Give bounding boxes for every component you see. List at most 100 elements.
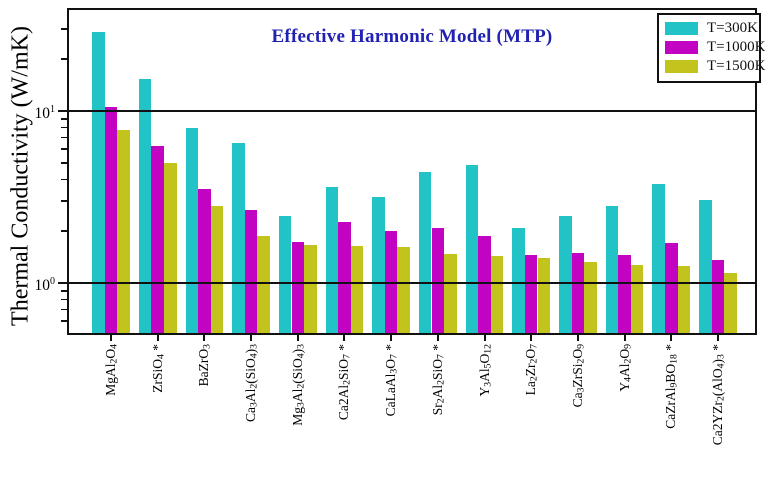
bar-t1000k [711, 260, 725, 333]
bar-t1000k [618, 254, 631, 333]
x-category-label-text: ZrSiO4 * [149, 344, 167, 393]
x-category-label-text: Sr2Al2SiO7 * [429, 344, 447, 416]
x-category-label: Ca3Al2(SiO4)3 [242, 344, 260, 476]
x-tick [623, 335, 626, 341]
bar-t1500k [630, 264, 644, 333]
bar-t300k [138, 79, 152, 333]
x-tick [156, 335, 159, 341]
y-minor-tick [61, 308, 67, 311]
bar-t300k [372, 197, 385, 333]
bar-t1500k [350, 245, 364, 333]
y-minor-tick [61, 290, 67, 292]
bar-t1500k [164, 162, 177, 333]
bar-t1500k [537, 258, 551, 333]
bar-t1000k [571, 253, 585, 333]
x-tick [343, 335, 346, 341]
legend-item-label: T=1000K [707, 39, 766, 55]
x-category-label-text: Ca3ZrSi2O9 [569, 344, 587, 408]
y-minor-tick [61, 126, 67, 129]
x-tick [483, 335, 486, 341]
y-minor-tick [61, 178, 67, 181]
x-tick [717, 335, 719, 341]
bar-t300k [418, 171, 432, 333]
bar-t300k [465, 165, 479, 333]
x-category-label: Y3Al5O12 [476, 344, 494, 476]
bar-t1000k [151, 145, 164, 333]
bar-t300k [652, 184, 665, 333]
y-minor-tick [61, 136, 67, 139]
x-category-label: Sr2Al2SiO7 * [429, 344, 447, 476]
bar-t300k [699, 199, 712, 333]
legend-swatch [665, 22, 698, 35]
bar-t1000k [524, 255, 538, 333]
legend-item: T=1000K [665, 38, 765, 57]
x-category-label-text: Mg3Al2(SiO4)3 [289, 344, 307, 426]
legend-item-label: T=300K [707, 20, 758, 36]
x-category-label-text: Ca2YZr2(AlO4)3 * [710, 344, 727, 446]
bar-t1500k [724, 273, 737, 333]
grid-layer [69, 10, 755, 333]
x-category-label-text: La2Zr2O7 [523, 344, 540, 396]
x-category-label: BaZrO3 [195, 344, 213, 476]
bar-t300k [278, 215, 292, 333]
x-tick [530, 335, 533, 341]
y-tick-label: 101 [34, 104, 56, 123]
y-minor-tick [61, 58, 67, 60]
y-minor-tick [61, 320, 67, 322]
x-category-label: La2Zr2O7 [522, 344, 540, 476]
bar-t1000k [104, 107, 118, 333]
x-category-label-text: Y3Al5O12 [476, 344, 494, 397]
chart-title: Effective Harmonic Model (MTP) [271, 26, 553, 47]
plot-area: Effective Harmonic Model (MTP) [67, 8, 757, 335]
x-category-label-text: Ca2Al2SiO7 * [336, 344, 354, 421]
x-category-label-text: CaZrAl9BO18 * [663, 344, 680, 429]
bar-t1500k [444, 254, 457, 333]
legend-swatch [665, 60, 698, 73]
x-tick [296, 335, 299, 341]
bar-t1000k [244, 210, 258, 333]
bar-t300k [559, 216, 572, 333]
x-category-label-text: Y4Al2O9 [616, 344, 634, 392]
bar-t1000k [431, 228, 445, 333]
y-minor-tick [61, 298, 67, 301]
x-category-label: Ca3ZrSi2O9 [569, 344, 587, 476]
y-major-tick [58, 110, 67, 112]
bar-t1000k [291, 241, 305, 333]
bars-layer [69, 10, 755, 333]
x-category-label-text: CaLaAl3O7 * [383, 344, 400, 417]
bar-t300k [605, 205, 619, 333]
bar-t300k [232, 143, 245, 333]
bar-t1000k [665, 243, 678, 333]
legend: T=300K T=1000K T=1500K [657, 13, 765, 83]
y-minor-tick [61, 148, 67, 150]
x-category-label: Y4Al2O9 [616, 344, 634, 476]
x-category-label: CaZrAl9BO18 * [662, 344, 680, 476]
bar-t1000k [198, 189, 211, 333]
x-category-label: ZrSiO4 * [149, 344, 167, 476]
legend-item: T=300K [665, 19, 758, 38]
x-category-label: Ca2YZr2(AlO4)3 * [709, 344, 727, 476]
bar-t1500k [257, 235, 270, 333]
bar-t1500k [584, 262, 597, 333]
gridline [69, 282, 755, 284]
x-tick [203, 335, 206, 341]
legend-swatch [665, 41, 698, 54]
x-category-label: CaLaAl3O7 * [382, 344, 400, 476]
bar-t300k [512, 228, 525, 333]
x-tick [250, 335, 253, 341]
y-minor-tick [61, 28, 67, 30]
y-minor-tick [61, 162, 67, 164]
x-tick [670, 335, 673, 341]
bar-t1500k [210, 206, 224, 333]
x-category-label-text: MgAl2O4 [103, 344, 120, 396]
y-tick-label: 100 [34, 276, 56, 295]
x-tick [390, 335, 393, 341]
bar-t1500k [397, 246, 410, 333]
x-tick [110, 335, 112, 341]
x-category-label: Ca2Al2SiO7 * [335, 344, 353, 476]
bar-t300k [325, 187, 339, 333]
x-category-label: MgAl2O4 [102, 344, 120, 476]
bar-t1500k [304, 245, 317, 333]
legend-item-label: T=1500K [707, 58, 766, 74]
